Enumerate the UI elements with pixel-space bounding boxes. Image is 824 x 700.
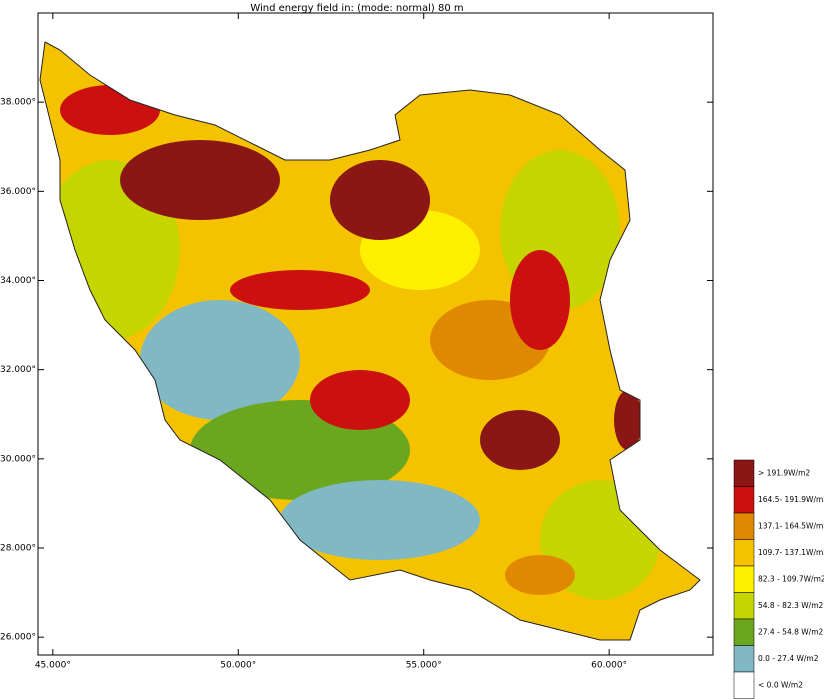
y-tick-label: 32.000° bbox=[0, 365, 36, 375]
legend-swatch bbox=[733, 565, 755, 593]
x-tick-label: 45.000° bbox=[35, 661, 71, 671]
legend-label: < 0.0 W/m2 bbox=[758, 680, 803, 689]
y-tick-label: 34.000° bbox=[0, 276, 36, 286]
legend-swatch bbox=[733, 459, 755, 487]
legend-label: 54.8 - 82.3 W/m2 bbox=[758, 601, 824, 610]
y-tick-label: 38.000° bbox=[0, 98, 36, 108]
y-tick-label: 28.000° bbox=[0, 544, 36, 554]
country-border bbox=[39, 41, 701, 641]
legend-swatch bbox=[733, 671, 755, 699]
y-tick-label: 36.000° bbox=[0, 187, 36, 197]
legend-swatch bbox=[733, 512, 755, 540]
legend-swatch bbox=[733, 486, 755, 514]
legend-label: 137.1- 164.5W/m2 bbox=[758, 521, 824, 530]
wind-field bbox=[40, 42, 700, 640]
chart-title: Wind energy field in: (mode: normal) 80 … bbox=[250, 3, 463, 14]
legend-label: 164.5- 191.9W/m2 bbox=[758, 495, 824, 504]
legend-label: 109.7- 137.1W/m2 bbox=[758, 548, 824, 557]
legend-label: 27.4 - 54.8 W/m2 bbox=[758, 627, 824, 636]
legend-label: 82.3 - 109.7W/m2 bbox=[758, 574, 824, 583]
x-tick-label: 55.000° bbox=[406, 661, 442, 671]
legend-swatch bbox=[733, 645, 755, 673]
legend-swatch bbox=[733, 618, 755, 646]
map-frame bbox=[37, 12, 714, 656]
legend-swatch bbox=[733, 539, 755, 567]
x-tick-label: 50.000° bbox=[220, 661, 256, 671]
y-tick-label: 30.000° bbox=[0, 454, 36, 464]
legend-swatch bbox=[733, 592, 755, 620]
legend-label: 0.0 - 27.4 W/m2 bbox=[758, 654, 819, 663]
legend-label: > 191.9W/m2 bbox=[758, 468, 810, 477]
y-tick-label: 26.000° bbox=[0, 633, 36, 643]
x-tick-label: 60.000° bbox=[591, 661, 627, 671]
